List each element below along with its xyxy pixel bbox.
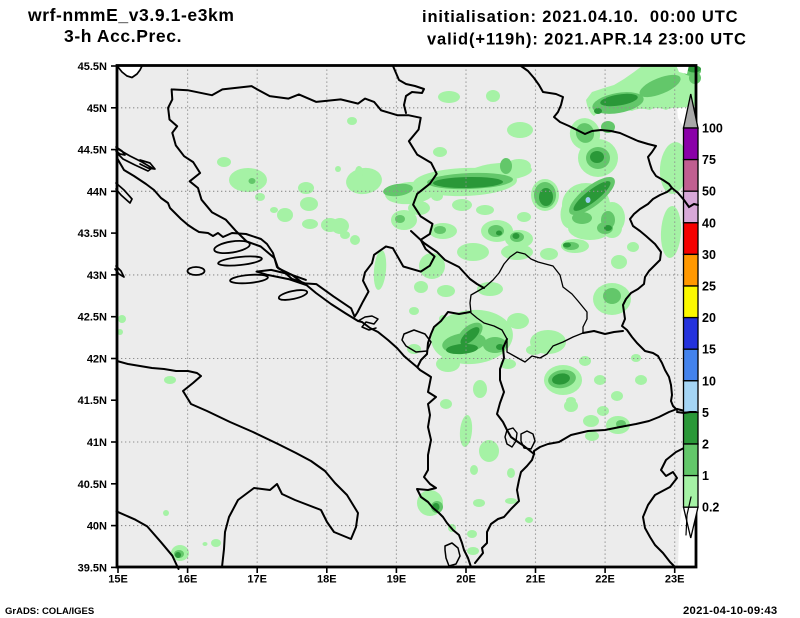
svg-text:valid(+119h): 2021.APR.14 23:0: valid(+119h): 2021.APR.14 23:00 UTC: [427, 31, 747, 49]
svg-text:42N: 42N: [87, 354, 107, 366]
svg-text:44.5N: 44.5N: [78, 145, 107, 157]
svg-text:18E: 18E: [317, 574, 337, 586]
svg-text:30: 30: [702, 248, 716, 262]
svg-text:10: 10: [702, 374, 716, 388]
svg-text:0.2: 0.2: [702, 501, 719, 515]
svg-text:43N: 43N: [87, 270, 107, 282]
svg-text:16E: 16E: [178, 574, 198, 586]
svg-text:41N: 41N: [87, 437, 107, 449]
svg-text:45N: 45N: [87, 103, 107, 115]
svg-text:44N: 44N: [87, 186, 107, 198]
svg-text:initialisation: 2021.04.10. 0: initialisation: 2021.04.10. 00:00 UTC: [422, 8, 738, 26]
svg-text:75: 75: [702, 153, 716, 167]
svg-text:15E: 15E: [108, 574, 128, 586]
svg-text:wrf-nmmE_v3.9.1-e3km: wrf-nmmE_v3.9.1-e3km: [27, 5, 235, 25]
svg-text:20E: 20E: [456, 574, 476, 586]
svg-text:25: 25: [702, 280, 716, 294]
svg-text:22E: 22E: [595, 574, 615, 586]
svg-text:42.5N: 42.5N: [78, 312, 107, 324]
svg-text:41.5N: 41.5N: [78, 395, 107, 407]
svg-text:GrADS: COLA/IGES: GrADS: COLA/IGES: [5, 606, 94, 617]
svg-text:23E: 23E: [665, 574, 685, 586]
svg-text:15: 15: [702, 343, 716, 357]
svg-text:5: 5: [702, 406, 709, 420]
svg-text:2: 2: [702, 438, 709, 452]
svg-text:100: 100: [702, 122, 723, 136]
svg-text:50: 50: [702, 185, 716, 199]
svg-text:43.5N: 43.5N: [78, 228, 107, 240]
svg-text:3-h Acc.Prec.: 3-h Acc.Prec.: [64, 26, 182, 46]
svg-text:2021-04-10-09:43: 2021-04-10-09:43: [683, 605, 777, 617]
svg-text:40.5N: 40.5N: [78, 479, 107, 491]
svg-text:40: 40: [702, 216, 716, 230]
svg-text:20: 20: [702, 311, 716, 325]
svg-text:21E: 21E: [526, 574, 546, 586]
svg-text:45.5N: 45.5N: [78, 61, 107, 73]
svg-text:17E: 17E: [247, 574, 267, 586]
svg-text:40N: 40N: [87, 521, 107, 533]
svg-text:1: 1: [702, 469, 709, 483]
svg-text:19E: 19E: [387, 574, 407, 586]
svg-text:39.5N: 39.5N: [78, 562, 107, 574]
